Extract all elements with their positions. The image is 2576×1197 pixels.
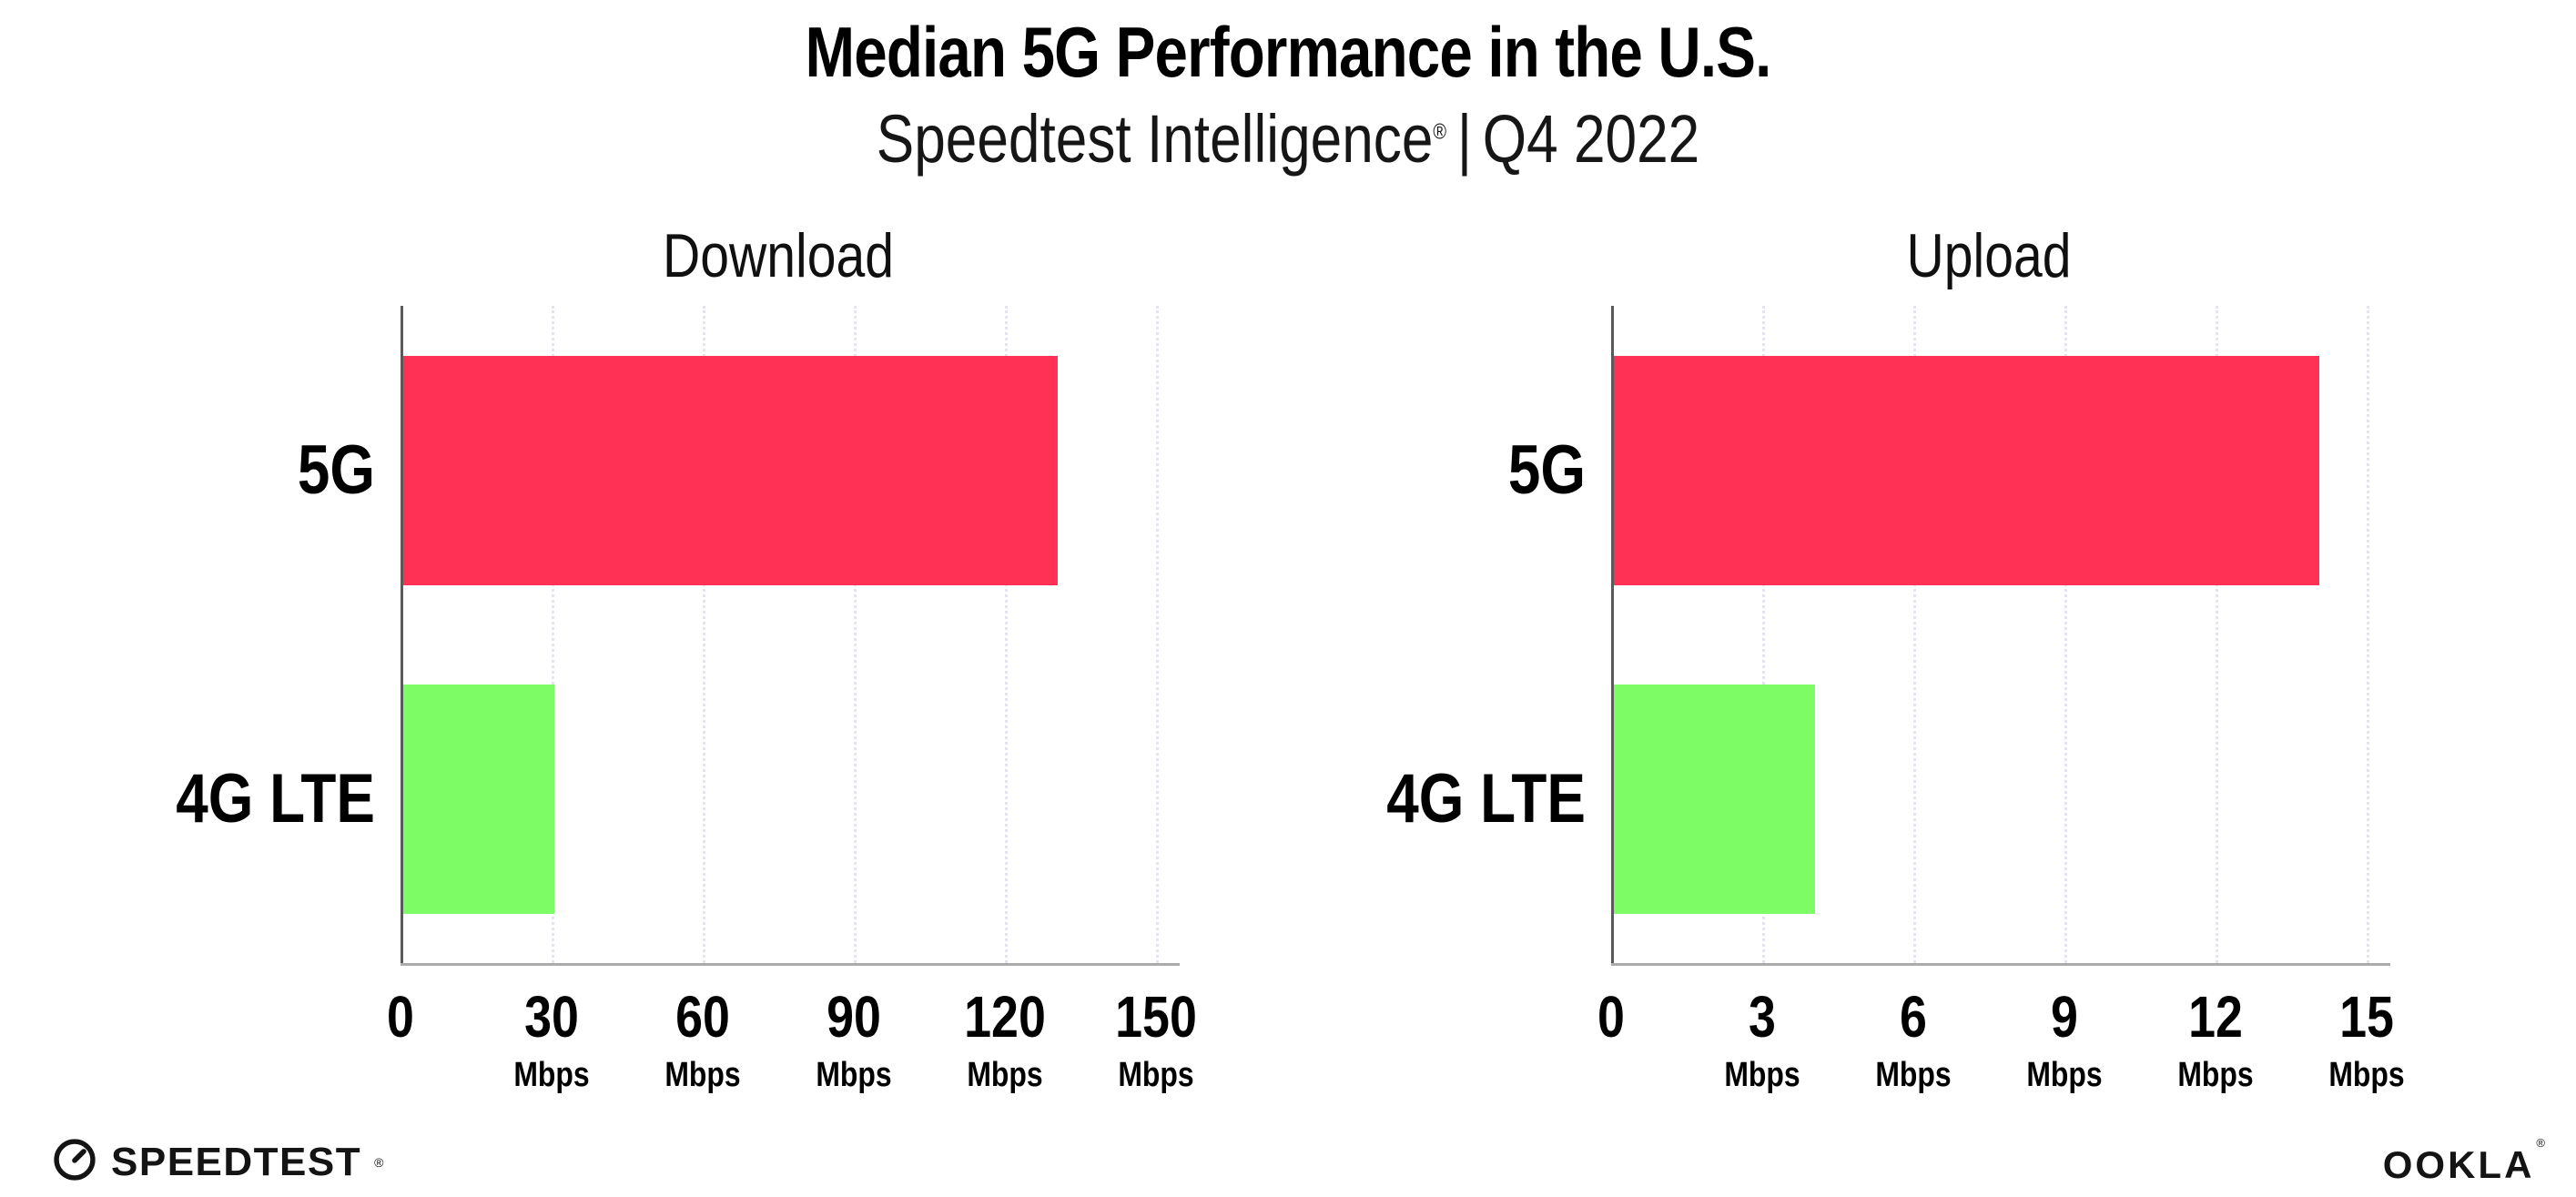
tick-value: 90 <box>827 984 881 1050</box>
x-tick-15: 15 Mbps <box>2283 983 2451 1096</box>
category-label-4g-lte: 4G LTE <box>176 759 375 837</box>
tick-unit: Mbps <box>2177 1056 2254 1094</box>
chart-title-upload: Upload <box>1906 221 2072 290</box>
tick-unit: Mbps <box>2328 1056 2405 1094</box>
ookla-wordmark: OOKLA <box>2382 1143 2535 1186</box>
x-tick-30: 30 Mbps <box>468 983 636 1096</box>
registered-mark: ® <box>1433 120 1447 145</box>
tick-value: 60 <box>675 984 730 1050</box>
category-label-5g: 5G <box>297 431 375 509</box>
x-tick-150: 150 Mbps <box>1072 983 1241 1096</box>
tick-value: 15 <box>2339 984 2394 1050</box>
gridline-60 <box>703 306 705 963</box>
category-label-4g-lte: 4G LTE <box>1386 759 1586 837</box>
bar-4g-lte <box>1614 684 1816 914</box>
subtitle-period: Q4 2022 <box>1482 101 1700 177</box>
gridline-9 <box>2064 306 2067 963</box>
bar-5g <box>1614 355 2319 585</box>
tick-unit: Mbps <box>2026 1056 2103 1094</box>
ookla-logo: OOKLA ® <box>2382 1136 2545 1186</box>
x-tick-90: 90 Mbps <box>770 983 938 1096</box>
x-tick-120: 120 Mbps <box>921 983 1090 1096</box>
tick-value: 0 <box>387 984 414 1050</box>
x-tick-9: 9 Mbps <box>1981 983 2149 1096</box>
tick-value: 12 <box>2188 984 2243 1050</box>
x-tick-3: 3 Mbps <box>1678 983 1847 1096</box>
tick-value: 3 <box>1749 984 1776 1050</box>
page-title: Median 5G Performance in the U.S. <box>805 12 1772 92</box>
tick-value: 30 <box>524 984 579 1050</box>
tick-value: 150 <box>1115 984 1197 1050</box>
y-axis-line <box>401 306 403 963</box>
tick-unit: Mbps <box>1724 1056 1800 1094</box>
y-axis-line <box>1611 306 1614 963</box>
tick-unit: Mbps <box>664 1056 741 1094</box>
speedtest-gauge-icon <box>51 1136 98 1188</box>
tick-value: 9 <box>2051 984 2078 1050</box>
tick-value: 120 <box>964 984 1046 1050</box>
category-label-5g: 5G <box>1507 431 1586 509</box>
gridline-150 <box>1156 306 1159 963</box>
gridline-12 <box>2216 306 2218 963</box>
subtitle-brand: Speedtest Intelligence <box>876 101 1434 177</box>
chart-title-download: Download <box>662 221 895 290</box>
bar-5g <box>403 355 1059 585</box>
gridline-90 <box>854 306 857 963</box>
x-tick-12: 12 Mbps <box>2132 983 2300 1096</box>
x-tick-0: 0 <box>317 983 485 1050</box>
x-axis-line <box>401 963 1180 966</box>
tick-value: 0 <box>1597 984 1625 1050</box>
tick-unit: Mbps <box>816 1056 892 1094</box>
subtitle-separator: | <box>1456 101 1473 177</box>
speedtest-logo: SPEEDTEST ® <box>51 1136 383 1188</box>
tick-unit: Mbps <box>513 1056 590 1094</box>
tick-value: 6 <box>1900 984 1927 1050</box>
gridline-6 <box>1913 306 1916 963</box>
tick-unit: Mbps <box>967 1056 1043 1094</box>
x-tick-60: 60 Mbps <box>619 983 787 1096</box>
gridline-30 <box>552 306 554 963</box>
bar-4g-lte <box>403 684 554 914</box>
tick-unit: Mbps <box>1118 1056 1194 1094</box>
x-tick-6: 6 Mbps <box>1830 983 1998 1096</box>
page-subtitle: Speedtest Intelligence® | Q4 2022 <box>206 100 2369 178</box>
x-axis-line <box>1611 963 2390 966</box>
download-chart: Download 5G 4G LTE 0 30 Mbps 60 Mbps 90 Mbps 120 Mb… <box>55 220 1197 1149</box>
speedtest-wordmark: SPEEDTEST <box>111 1139 362 1184</box>
gridline-120 <box>1005 306 1008 963</box>
x-tick-0: 0 <box>1527 983 1696 1050</box>
upload-chart: Upload 5G 4G LTE 0 3 Mbps 6 Mbps 9 Mbps 12 Mbps 15 Mb… <box>1265 220 2404 1149</box>
gridline-3 <box>1762 306 1765 963</box>
gridline-15 <box>2367 306 2369 963</box>
tick-unit: Mbps <box>1875 1056 1952 1094</box>
